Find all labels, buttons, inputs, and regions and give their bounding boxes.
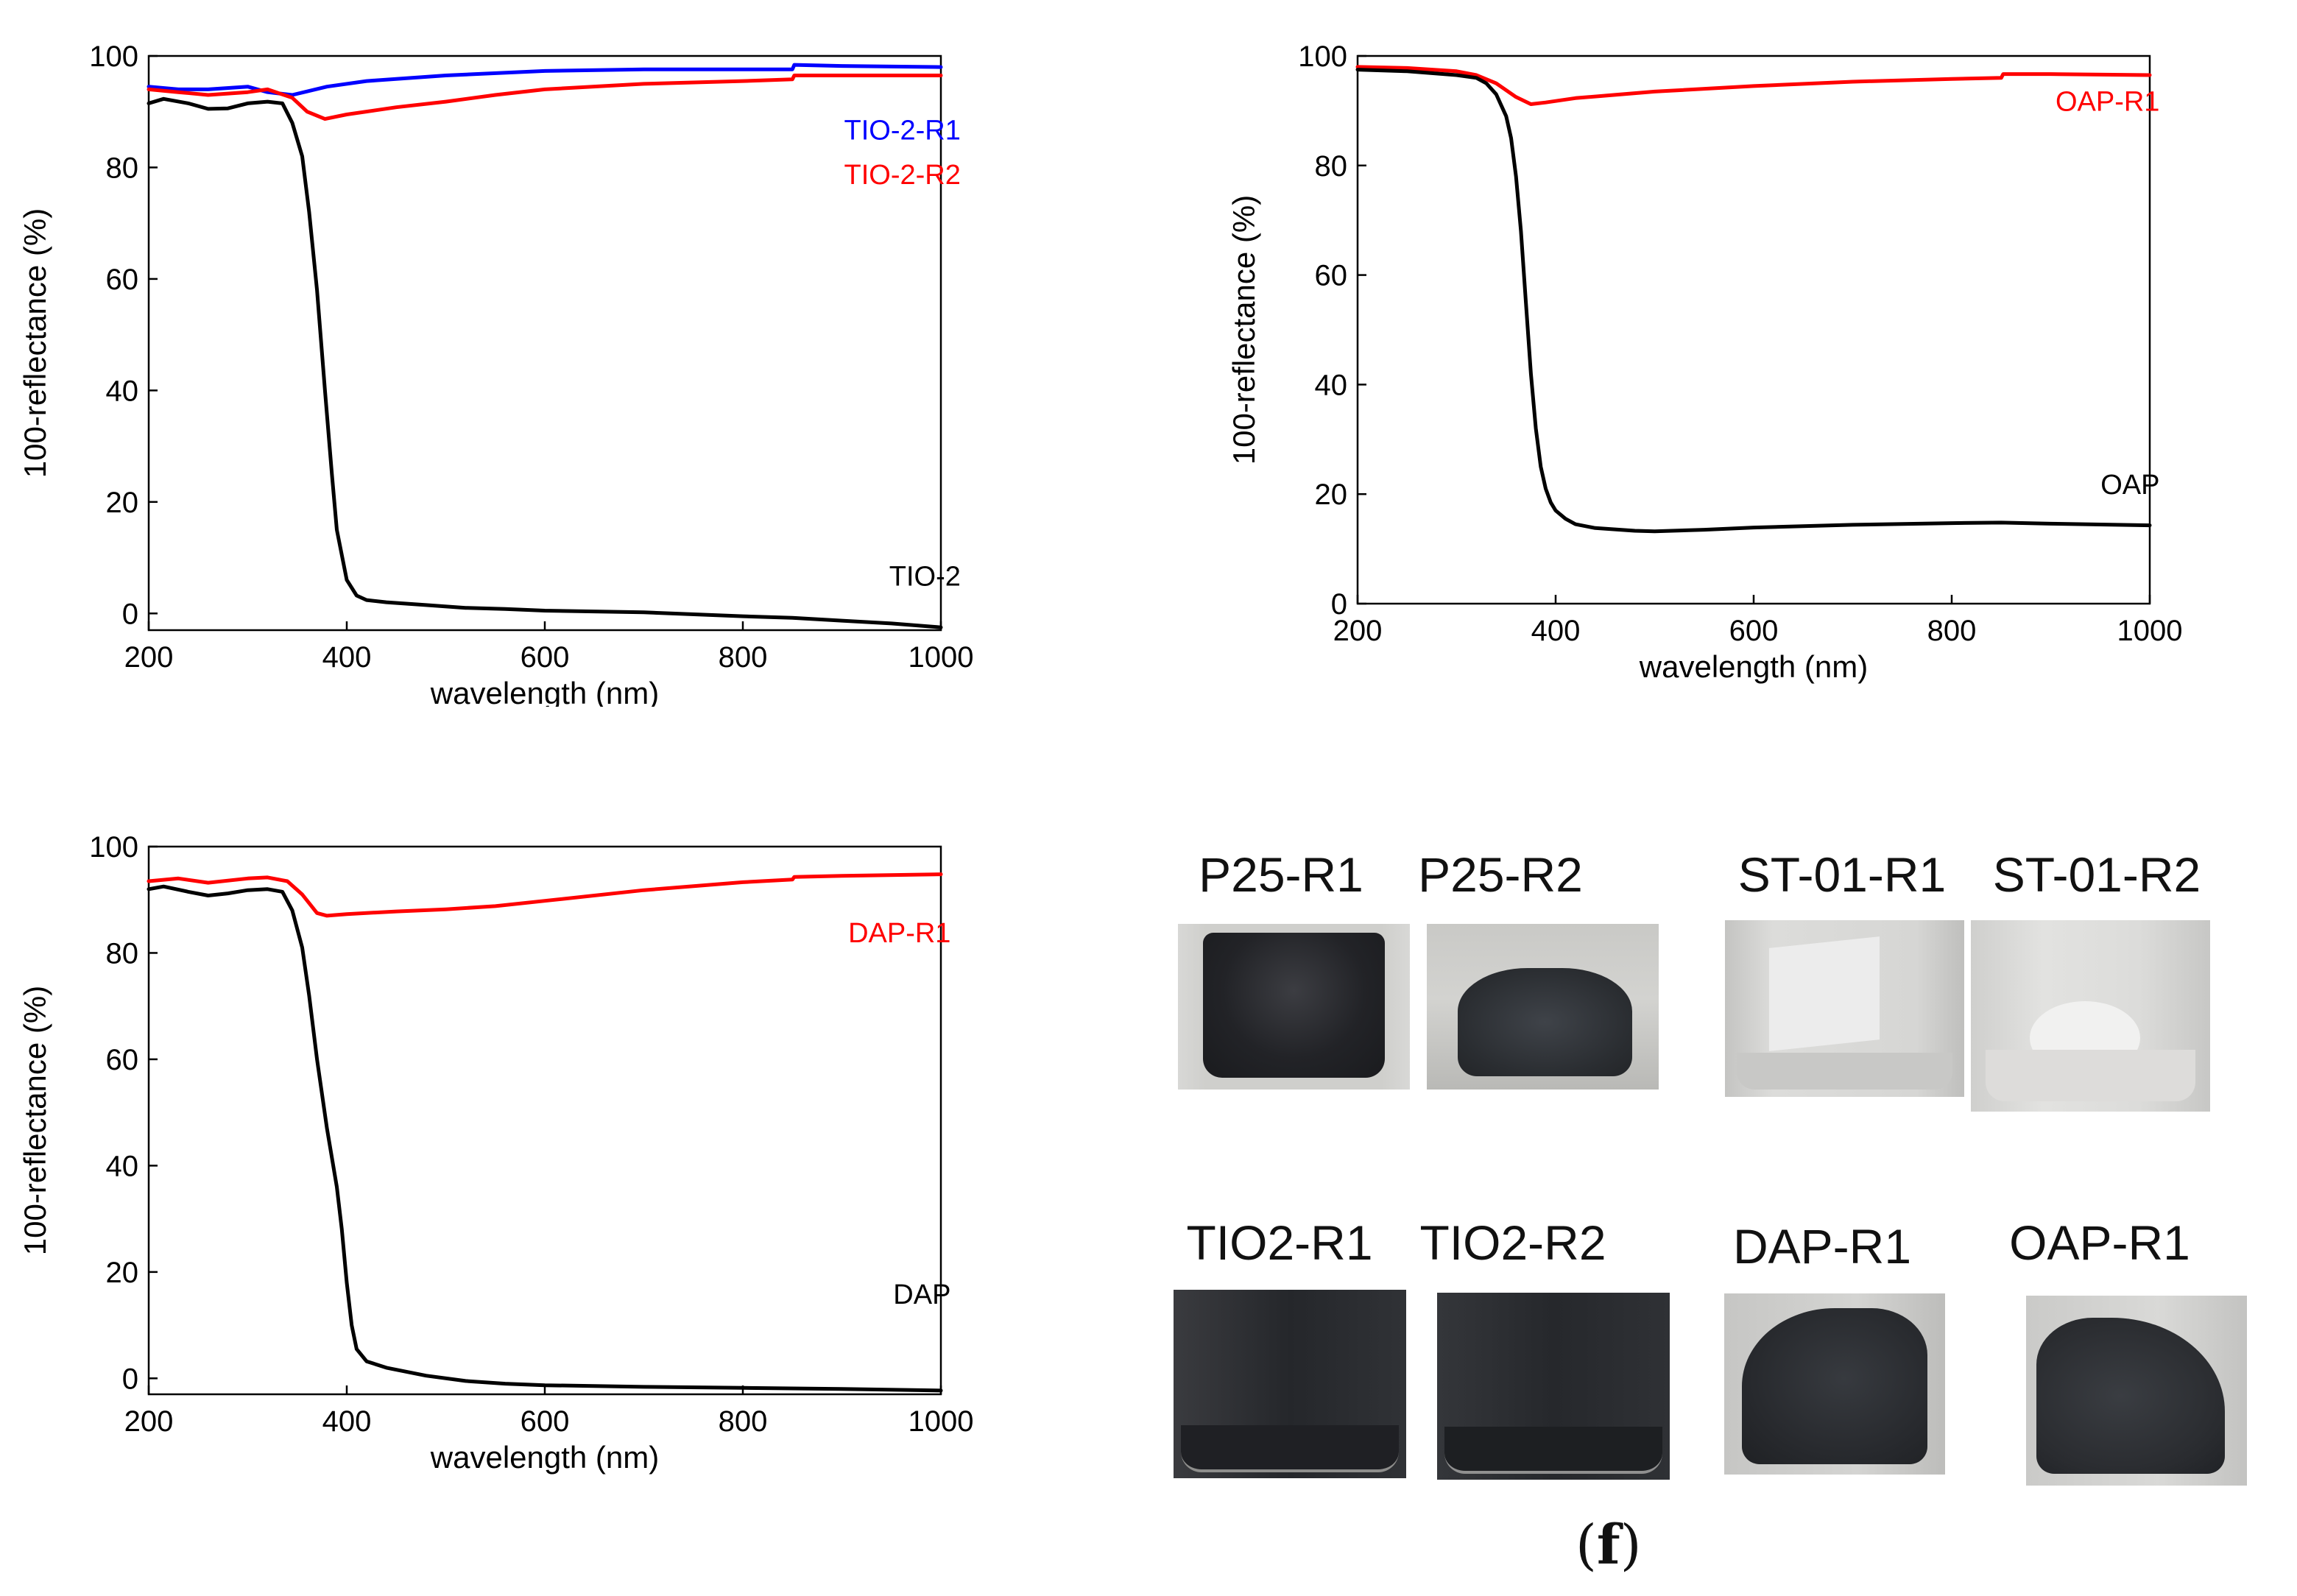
series-label: TIO-2-R2 [844, 160, 961, 191]
y-tick-label: 100 [89, 40, 138, 73]
series-line-oap [1355, 68, 2152, 534]
y-tick-label: 100 [1298, 40, 1347, 73]
photo-label: P25-R1 [1199, 847, 1363, 902]
y-tick-label: 40 [106, 375, 139, 407]
x-tick-label: 600 [521, 1405, 570, 1438]
plot-frame [147, 54, 942, 632]
x-tick-label: 1000 [2117, 615, 2183, 647]
photo-label: P25-R2 [1418, 847, 1583, 902]
x-tick-label: 800 [1927, 615, 1977, 647]
series-label: OAP-R1 [2056, 86, 2159, 117]
y-axis-label: 100-reflectance (%) [18, 986, 52, 1256]
y-tick-label: 80 [106, 152, 139, 184]
chart-panel-c: 200 400 600 800 1000 0 20 40 60 80 100 wavelength (… [18, 40, 974, 707]
series-line-dap [147, 884, 943, 1393]
jar-photo-tio2-r2 [1437, 1293, 1670, 1480]
series-line-dap-r1 [147, 872, 943, 918]
jar-photo-st-01-r2 [1971, 920, 2210, 1112]
series-line-oap-r1 [1355, 65, 2152, 106]
photo-label: DAP-R1 [1732, 1219, 1912, 1274]
y-axis-label: 100-reflectance (%) [18, 208, 52, 479]
x-tick-label: 400 [1531, 615, 1581, 647]
y-tick-label: 20 [1315, 479, 1348, 511]
photo-label: OAP-R1 [2009, 1215, 2190, 1270]
series-label: DAP-R1 [848, 918, 950, 949]
photo-label: ST-01-R1 [1737, 847, 1947, 902]
jar-photo-oap-r1 [2026, 1296, 2247, 1486]
x-tick-label: 400 [322, 1405, 372, 1438]
x-tick-label: 800 [719, 1405, 768, 1438]
jar-photo-st-01-r1 [1725, 920, 1964, 1097]
x-tick-label: 600 [521, 641, 570, 674]
y-tick-label: 100 [89, 831, 138, 864]
series-label: TIO-2-R1 [844, 116, 961, 146]
y-tick-label: 80 [106, 937, 139, 970]
x-tick-label: 800 [719, 641, 768, 674]
photo-label: ST-01-R2 [1992, 847, 2201, 902]
y-tick-label: 80 [1315, 150, 1348, 183]
series-label: OAP [2100, 470, 2159, 501]
series-label: DAP [893, 1279, 950, 1310]
jar-photo-tio2-r1 [1174, 1290, 1406, 1478]
y-tick-label: 0 [122, 1363, 138, 1395]
panel-label-f: (f) [1576, 1514, 1642, 1577]
x-axis-label: wavelength (nm) [1639, 649, 1868, 684]
x-tick-label: 200 [124, 1405, 174, 1438]
x-tick-label: 600 [1729, 615, 1779, 647]
jar-photo-p25-r2 [1427, 924, 1659, 1090]
chart-panel-d: 200 400 600 800 1000 0 20 40 60 80 100 wavelength (… [1227, 40, 2183, 684]
y-tick-label: 0 [1331, 588, 1347, 621]
photo-label: TIO2-R2 [1419, 1215, 1606, 1270]
photo-label: TIO2-R1 [1186, 1215, 1373, 1270]
x-axis-label: wavelength (nm) [430, 1440, 659, 1475]
y-tick-label: 0 [122, 598, 138, 630]
photo-panel-f: P25-R1 P25-R2 ST-01-R1 ST-01-R2 TIO2-R1 … [1148, 810, 2297, 1596]
y-tick-label: 20 [106, 487, 139, 519]
x-tick-label: 200 [1333, 615, 1383, 647]
series-label: TIO-2 [889, 561, 961, 592]
series-line-tio-2-r2 [147, 74, 943, 121]
series-line-tio-2 [147, 96, 943, 629]
y-tick-label: 60 [1315, 260, 1348, 292]
x-axis-label: wavelength (nm) [430, 676, 659, 707]
x-tick-label: 200 [124, 641, 174, 674]
y-tick-label: 40 [1315, 369, 1348, 401]
y-tick-label: 40 [106, 1150, 139, 1182]
x-tick-label: 1000 [908, 1405, 974, 1438]
y-tick-label: 60 [106, 1044, 139, 1076]
plot-frame [147, 845, 942, 1396]
y-tick-label: 60 [106, 264, 139, 296]
y-axis-label: 100-reflectance (%) [1227, 195, 1261, 465]
x-tick-label: 400 [322, 641, 372, 674]
y-tick-label: 20 [106, 1257, 139, 1289]
series-line-tio-2-r1 [147, 63, 943, 97]
jar-photo-p25-r1 [1178, 924, 1410, 1090]
chart-panel-e: 200 400 600 800 1000 0 20 40 60 80 100 wavelength (… [18, 831, 974, 1475]
x-tick-label: 1000 [908, 641, 974, 674]
jar-photo-dap-r1 [1724, 1293, 1945, 1475]
